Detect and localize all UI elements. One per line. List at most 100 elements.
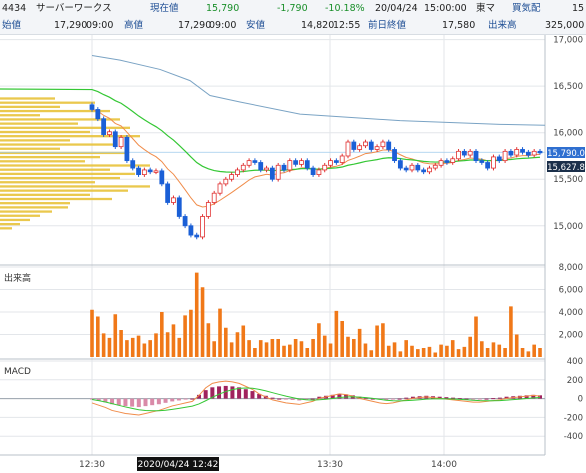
candle-body[interactable] [101, 118, 107, 135]
candle-body[interactable] [450, 158, 456, 163]
candle-body[interactable] [380, 141, 386, 148]
candle-body[interactable] [159, 170, 165, 185]
candle-body[interactable] [246, 160, 252, 166]
candle-body[interactable] [287, 160, 293, 171]
candle-body[interactable] [188, 225, 194, 236]
candle-body[interactable] [432, 164, 438, 169]
volume-profile-bar [0, 197, 112, 201]
macd-histogram-bar [170, 398, 175, 402]
candle-body[interactable] [403, 167, 409, 171]
volume-bar [293, 339, 298, 357]
candle-body[interactable] [333, 160, 339, 163]
candle-body[interactable] [171, 197, 176, 203]
candle-body[interactable] [392, 149, 397, 162]
quote-header-row-2: 始値 17,290 09:00 高値 17,290 09:00 安値 14,82… [0, 17, 586, 35]
candle-body[interactable] [258, 162, 264, 171]
candle-body[interactable] [112, 131, 118, 148]
candle-body[interactable] [531, 150, 537, 156]
candle-body[interactable] [264, 167, 269, 171]
volume-bar [183, 315, 187, 357]
candle-body[interactable] [95, 109, 101, 120]
candle-body[interactable] [235, 169, 240, 175]
quote-header-row-1: 4434 サーバーワークス 現在値 15,790 -1,790 -10.18% … [0, 0, 586, 18]
volume-profile-bar [0, 222, 20, 226]
candle-body[interactable] [473, 150, 479, 162]
candle-body[interactable] [351, 141, 357, 150]
candle-body[interactable] [485, 162, 491, 169]
candle-body[interactable] [124, 136, 130, 162]
macd-histogram-bar [150, 398, 155, 406]
volume-profile-bar [0, 114, 40, 117]
candle-body[interactable] [304, 160, 310, 169]
candle-body[interactable] [141, 169, 147, 175]
candle-body[interactable] [502, 150, 508, 162]
candle-body[interactable] [357, 145, 363, 150]
candle-body[interactable] [293, 160, 299, 165]
candle-body[interactable] [136, 167, 141, 175]
volume-panel-label: 出来高 [4, 272, 31, 284]
candle-body[interactable] [182, 216, 188, 227]
macd-histogram-bar [451, 397, 456, 399]
candle-body[interactable] [520, 149, 525, 153]
candle-body[interactable] [514, 149, 520, 156]
candle-body[interactable] [479, 160, 485, 163]
current-price-value: 15,790 [206, 3, 240, 14]
candle-body[interactable] [275, 164, 281, 180]
candle-body[interactable] [310, 167, 316, 175]
candle-body[interactable] [415, 164, 421, 171]
candle-body[interactable] [537, 150, 543, 154]
candle-body[interactable] [281, 164, 287, 171]
candle-body[interactable] [438, 160, 444, 166]
candle-body[interactable] [200, 216, 205, 238]
candle-body[interactable] [461, 150, 467, 156]
candle-body[interactable] [496, 156, 502, 162]
macd-histogram-bar [243, 389, 248, 399]
candle-body[interactable] [363, 141, 368, 147]
candle-body[interactable] [427, 167, 432, 173]
candle-body[interactable] [205, 202, 211, 217]
candle-body[interactable] [421, 169, 427, 173]
volume-bar [247, 340, 251, 357]
candle-body[interactable] [217, 183, 223, 194]
candle-body[interactable] [165, 183, 171, 203]
candle-body[interactable] [89, 104, 95, 110]
candle-body[interactable] [240, 164, 246, 171]
candle-body[interactable] [107, 131, 112, 135]
candle-body[interactable] [147, 169, 153, 173]
candle-body[interactable] [328, 160, 333, 166]
candle-body[interactable] [444, 160, 450, 163]
candle-body[interactable] [299, 160, 304, 165]
volume-profile-bar [0, 214, 40, 217]
candle-body[interactable] [456, 150, 461, 160]
candle-body[interactable] [374, 146, 380, 150]
candle-body[interactable] [176, 197, 182, 217]
candle-body[interactable] [368, 141, 374, 150]
macd-histogram-bar [357, 396, 362, 399]
candle-body[interactable] [386, 141, 392, 150]
short-moving-average-line [91, 108, 541, 208]
candle-body[interactable] [409, 164, 415, 171]
candle-body[interactable] [118, 136, 124, 148]
volume-bar [113, 314, 118, 357]
candle-body[interactable] [508, 150, 514, 156]
candle-body[interactable] [153, 170, 159, 173]
intraday-chart[interactable]: 17,000 16,500 16,000 15,500 15,000 8,000 6,000… [0, 35, 586, 473]
volume-bar [491, 342, 496, 357]
candle-body[interactable] [229, 174, 235, 180]
candle-body[interactable] [322, 164, 328, 171]
candle-body[interactable] [345, 141, 351, 157]
candle-body[interactable] [223, 178, 229, 185]
candlestick-series[interactable] [89, 102, 543, 240]
candle-body[interactable] [130, 160, 136, 169]
candle-body[interactable] [467, 150, 473, 156]
candle-body[interactable] [194, 234, 200, 238]
candle-body[interactable] [525, 151, 531, 156]
candle-body[interactable] [269, 167, 275, 180]
candle-body[interactable] [339, 155, 345, 163]
candle-body[interactable] [316, 169, 322, 175]
candle-body[interactable] [397, 160, 403, 169]
macd-panel-label: MACD [4, 367, 31, 377]
candle-body[interactable] [211, 192, 217, 203]
candle-body[interactable] [252, 160, 258, 163]
candle-body[interactable] [491, 156, 496, 169]
